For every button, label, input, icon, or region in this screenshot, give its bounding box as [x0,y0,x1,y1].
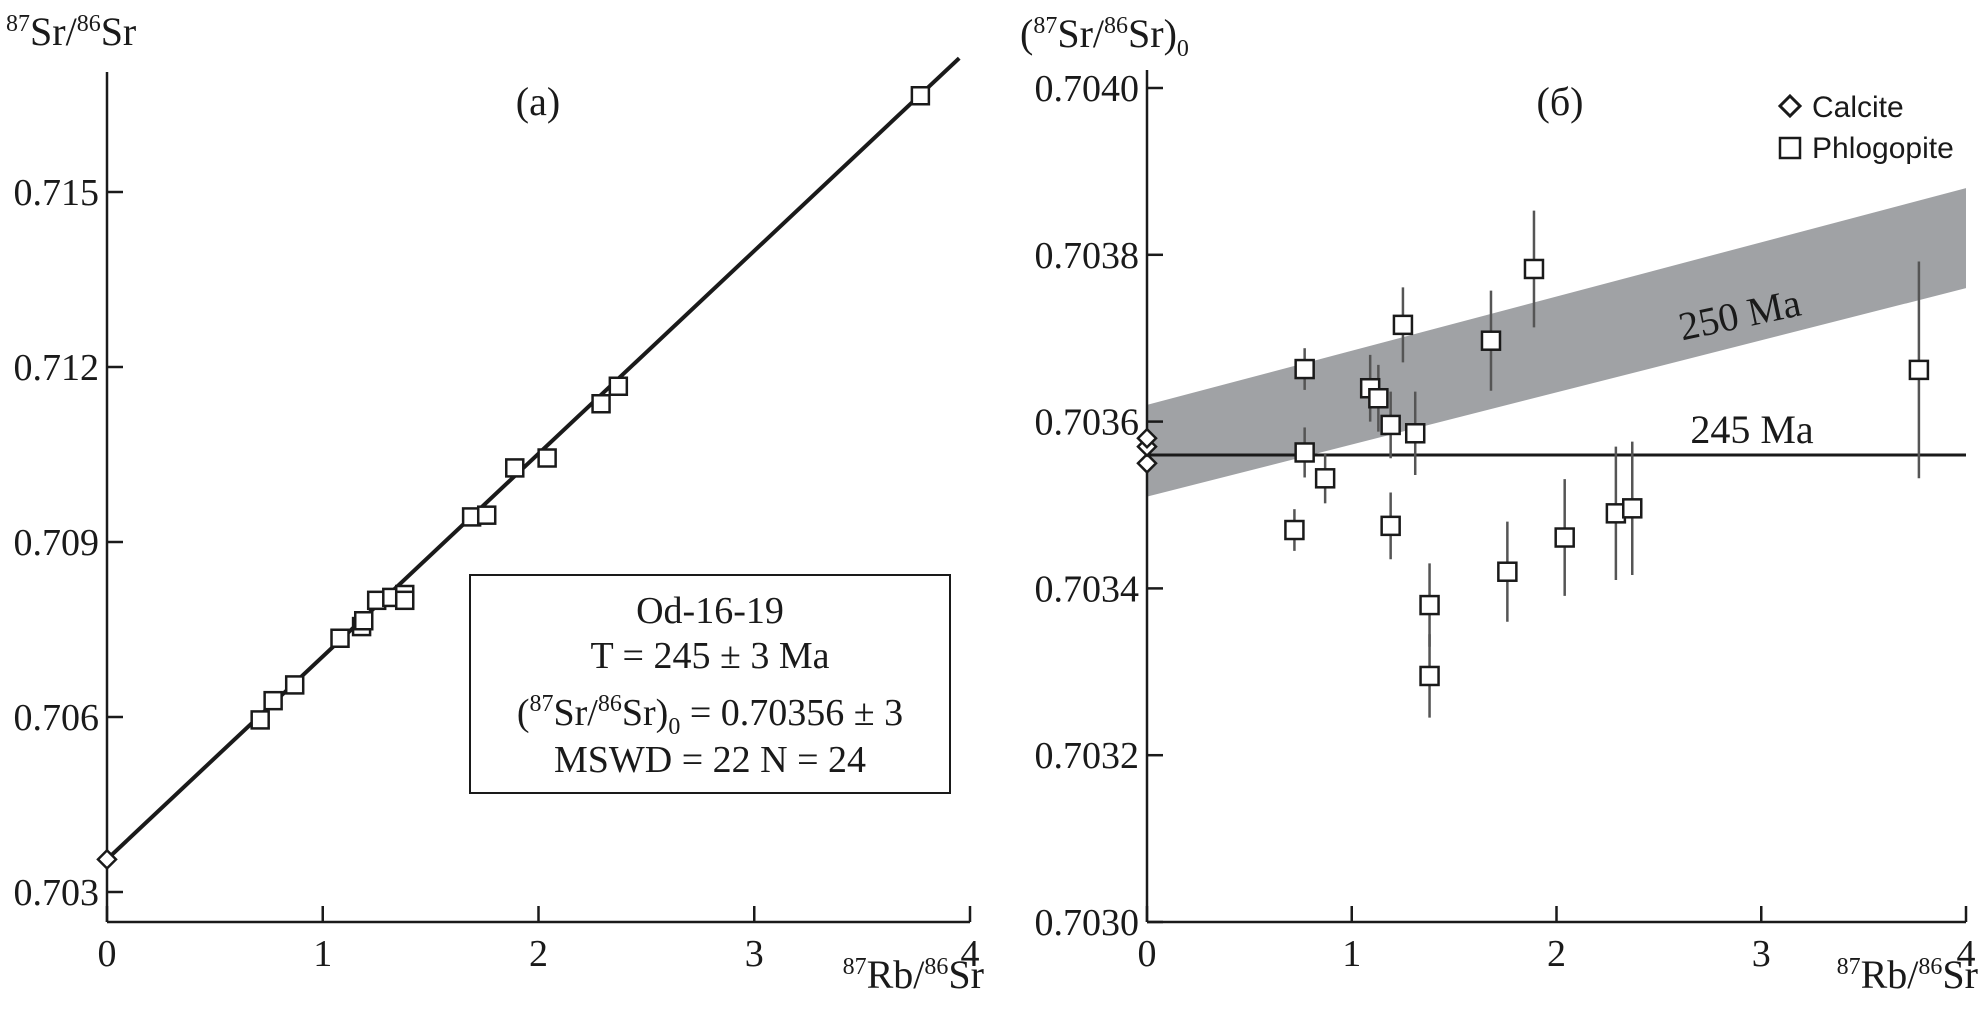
legend-item-calcite: Calcite [1777,91,1904,124]
panel-a-y-tick-label: 0.709 [14,522,100,564]
calcite-point [96,848,118,871]
panel-b-y-tick-label: 0.7034 [1035,568,1140,610]
phlogopite-point [330,628,350,648]
phlogopite-point [1523,258,1545,280]
panel-b-y-axis-title: (87Sr/86Sr)0 [1020,11,1189,62]
panel-a-y-ticks: 0.703 0.706 0.709 0.712 0.715 [14,172,123,914]
panel-a-y-axis-title: 87Sr/86Sr [6,9,136,54]
phlogopite-point [1554,527,1575,548]
phlogopite-point [1284,519,1305,541]
band-250-ma [1147,188,1966,497]
phlogopite-point [353,611,374,631]
phlogopite-point [263,690,283,711]
panel-b-y-tick-label: 0.7036 [1035,402,1140,444]
phlogopite-point [1380,515,1401,537]
panel-b-x-tick-label: 0 [1138,933,1157,975]
panel-b-y-ticks: 0.7030 0.7032 0.7034 0.7036 0.7038 0.7040 [1035,68,1163,944]
phlogopite-point [476,505,497,525]
panel-b-y-tick-label: 0.7040 [1035,68,1140,110]
annotation-frame [469,574,951,794]
phlogopite-point [1404,423,1426,444]
annotation-initial-ratio: (87Sr/86Sr)0 = 0.70356 ± 3 [517,691,903,740]
phlogopite-point [1294,442,1315,463]
legend-item-phlogopite: Phlogopite [1778,132,1954,165]
phlogopite-point [1622,498,1643,519]
annotation-age: T = 245 ± 3 Ma [591,635,830,677]
panel-b-x-tick-label: 2 [1547,933,1566,975]
legend-label-phlogopite: Phlogopite [1812,132,1954,165]
phlogopite-point [1314,468,1336,489]
legend-diamond-icon [1777,93,1803,119]
panel-b-points [1136,258,1930,687]
phlogopite-point [1368,387,1389,409]
phlogopite-point [284,675,305,695]
panel-b-x-axis-title: 87Rb/86Sr [1837,952,1978,997]
panel-a-points [96,86,931,871]
panel-a-x-tick-label: 1 [313,933,332,975]
panel-b-x-tick-label: 4 [1957,933,1976,975]
legend-label-calcite: Calcite [1812,91,1904,124]
phlogopite-point [537,448,557,468]
legend-square-icon [1778,136,1802,160]
panel-b-x-tick-label: 3 [1752,933,1771,975]
panel-a-annotation-box: Od-16-19 T = 245 ± 3 Ma (87Sr/86Sr)0 = 0… [469,574,951,794]
phlogopite-point [1419,665,1440,687]
panel-a-y-tick-label: 0.706 [14,697,100,739]
phlogopite-point [1392,314,1414,336]
panel-b-x-tick-label: 1 [1342,933,1361,975]
panel-a-x-tick-label: 4 [961,933,980,975]
panel-b-legend: Calcite Phlogopite [1777,91,1954,165]
phlogopite-point [250,710,270,730]
annotation-stats: MSWD = 22 N = 24 [554,739,866,781]
panel-a-y-tick-label: 0.703 [14,872,100,914]
panel-a-x-tick-label: 0 [98,933,117,975]
panel-a-x-tick-label: 2 [529,933,548,975]
phlogopite-point [1480,330,1502,351]
panel-b-y-tick-label: 0.7030 [1035,902,1140,944]
label-245-ma: 245 Ma [1690,407,1814,452]
panel-a: 0.703 0.706 0.709 0.712 0.715 0 1 2 3 4 (a) 87Sr… [6,9,984,997]
phlogopite-point [1419,594,1440,616]
annotation-sample: Od-16-19 [636,590,784,632]
panel-b-y-tick-label: 0.7032 [1035,735,1140,777]
phlogopite-point [1908,359,1930,381]
phlogopite-point [1497,561,1518,582]
phlogopite-point [591,394,611,414]
panel-b-label: (б) [1537,79,1584,124]
phlogopite-point [1380,414,1401,436]
phlogopite-point [1294,358,1315,380]
phlogopite-point [394,590,415,611]
panel-a-y-tick-label: 0.715 [14,172,100,214]
panel-b: 0.7030 0.7032 0.7034 0.7036 0.7038 0.7040 0 1 2… [1020,11,1978,997]
calcite-point [1136,427,1158,450]
panel-a-x-ticks: 0 1 2 3 4 [98,906,980,975]
phlogopite-point [910,86,931,106]
calcite-point [1136,452,1158,475]
panel-b-x-ticks: 0 1 2 3 4 [1138,906,1976,975]
phlogopite-point [608,376,629,396]
phlogopite-point [505,458,525,478]
panel-a-y-tick-label: 0.712 [14,347,100,389]
panel-a-x-axis-title: 87Rb/86Sr [843,952,984,997]
panel-a-isochron-line [105,56,961,861]
panel-a-label: (a) [516,79,560,124]
panel-b-y-tick-label: 0.7038 [1035,235,1140,277]
panel-a-x-tick-label: 3 [745,933,764,975]
